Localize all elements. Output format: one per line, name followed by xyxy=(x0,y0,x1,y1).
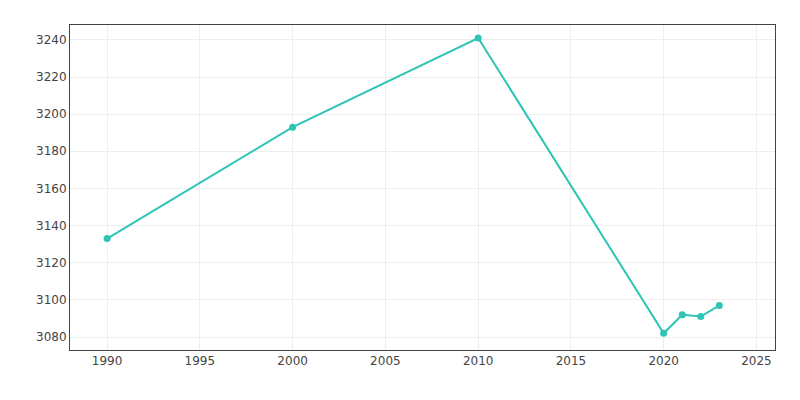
svg-text:1990: 1990 xyxy=(92,354,123,368)
svg-text:3120: 3120 xyxy=(36,256,67,270)
svg-text:3140: 3140 xyxy=(36,219,67,233)
svg-text:2015: 2015 xyxy=(556,354,587,368)
svg-text:1995: 1995 xyxy=(185,354,216,368)
svg-text:3180: 3180 xyxy=(36,144,67,158)
svg-text:2000: 2000 xyxy=(277,354,308,368)
svg-text:2005: 2005 xyxy=(370,354,401,368)
svg-text:3200: 3200 xyxy=(36,107,67,121)
svg-text:3240: 3240 xyxy=(36,33,67,47)
svg-text:3220: 3220 xyxy=(36,70,67,84)
svg-text:3160: 3160 xyxy=(36,182,67,196)
svg-text:2025: 2025 xyxy=(741,354,772,368)
svg-text:3080: 3080 xyxy=(36,330,67,344)
svg-text:3100: 3100 xyxy=(36,293,67,307)
svg-text:2020: 2020 xyxy=(648,354,679,368)
svg-text:2010: 2010 xyxy=(463,354,494,368)
